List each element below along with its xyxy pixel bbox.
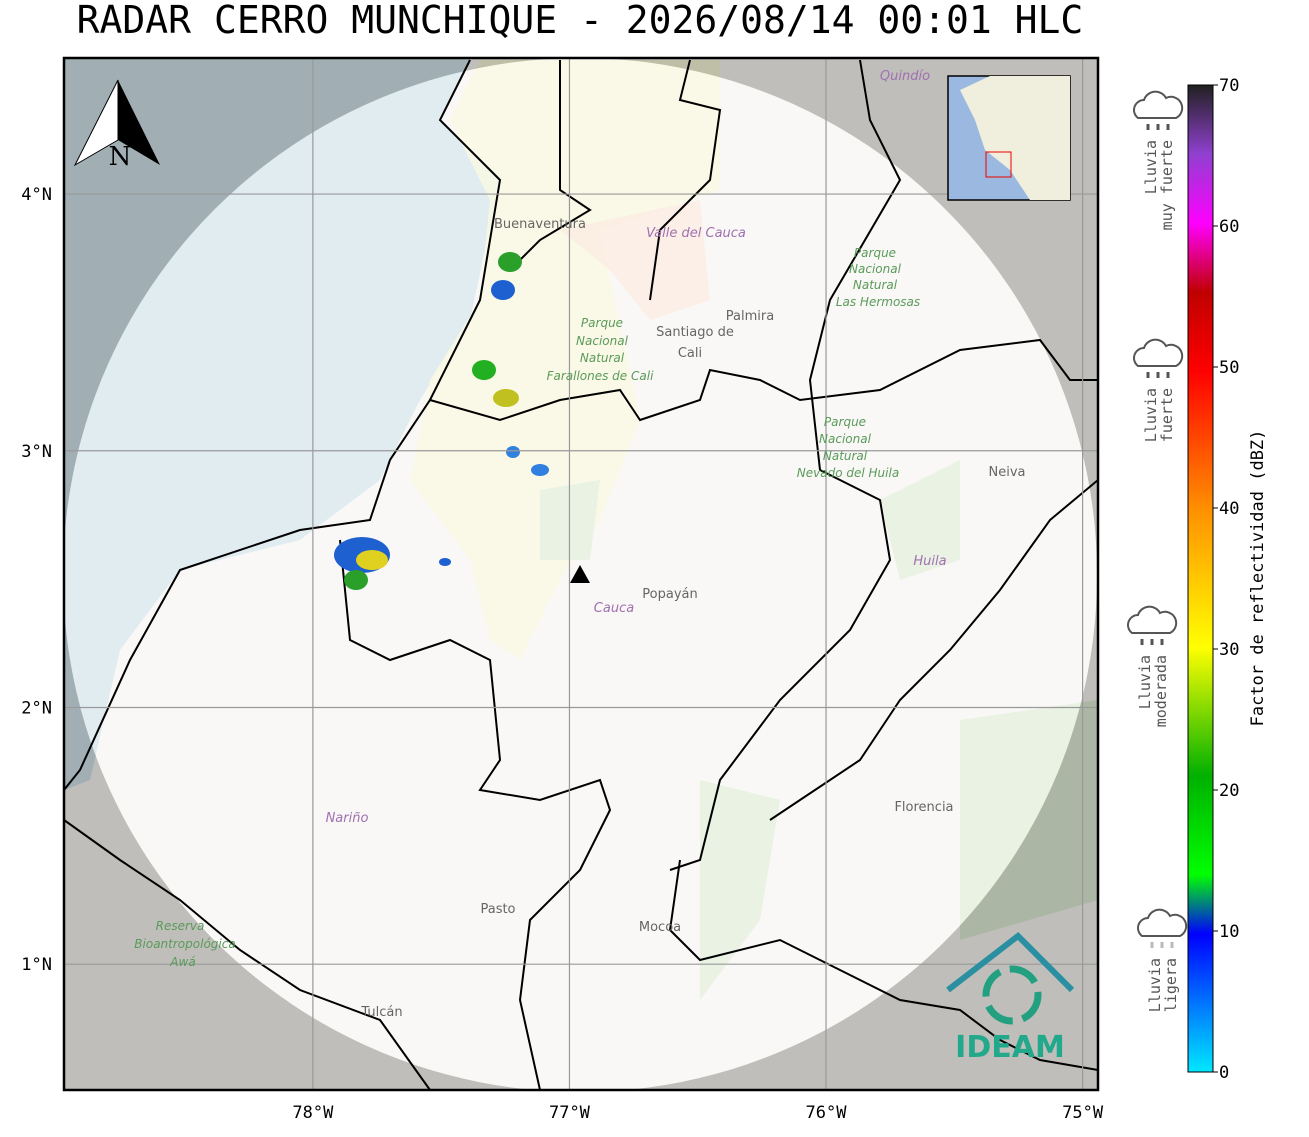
place-label: Santiago de [656,325,734,340]
y-tick-label: 3°N [21,442,52,462]
colorbar-tick-label: 20 [1219,781,1239,801]
place-label: Nacional [849,262,902,276]
inset-extent [985,151,1012,178]
place-label: Parque [581,316,623,330]
place-label: Nariño [326,811,369,826]
place-label: Nacional [576,334,629,348]
place-label: Palmira [726,309,774,324]
logo-swirl [982,965,1042,1025]
colorbar-ticks: 0 10 20 30 40 50 60 70 [1213,76,1239,1083]
place-label: Bioantropológica [134,937,235,951]
colorbar-label: Factor de reflectividad (dBZ) [1248,430,1268,727]
place-label: Parque [854,246,896,260]
x-tick-label: 78°W [292,1103,334,1123]
map-frame [62,56,1100,1092]
place-label: Las Hermosas [836,295,920,309]
colorbar [1187,84,1214,1073]
place-label: Quindío [880,69,930,84]
place-label: Awá [169,955,195,969]
legend-label: Lluvia [1142,388,1160,442]
place-label: Natural [580,351,625,365]
place-label: Huila [913,554,946,569]
y-tick-label: 4°N [21,185,52,205]
legend-label: Lluvia [1136,655,1154,709]
north-arrow [118,80,160,165]
place-label: Reserva [156,919,205,933]
place-label: Parque [824,415,866,429]
place-label: Popayán [642,587,697,602]
legend-icon [1133,90,1184,119]
place-label: Tulcán [360,1005,402,1020]
colorbar-tick-label: 50 [1219,358,1239,378]
place-label: Valle del Cauca [646,226,746,241]
x-tick-label: 76°W [806,1103,848,1123]
map: Santiago de Cali Palmira Popayán Cauca Neiva H… [64,58,1098,1090]
legend-icon [1137,908,1188,937]
legend-icon [1127,605,1178,634]
echoes [334,252,549,590]
x-tick-label: 75°W [1062,1103,1104,1123]
legend-drops [1140,639,1164,645]
colorbar-tick-label: 60 [1219,217,1239,237]
colorbar-tick-label: 10 [1219,922,1239,942]
place-label: Natural [853,278,898,292]
legend-label: Lluvia [1142,140,1160,194]
axes: 78°W 77°W 76°W 75°W 1°N 2°N 3°N 4°N [21,185,1104,1123]
legend-drops [1146,372,1170,378]
place-label: Mocoa [639,920,681,935]
colorbar-tick-label: 70 [1219,76,1239,96]
place-label: Florencia [894,800,953,815]
radar-site [570,565,590,583]
x-tick-label: 77°W [549,1103,591,1123]
place-label: Farallones de Cali [547,369,654,383]
place-label: Nevado del Huila [797,466,899,480]
place-label: Nacional [819,432,872,446]
place-label: Cauca [594,601,634,616]
legend-label: Lluvia [1146,958,1164,1012]
places: Santiago de Cali Palmira Popayán Cauca Neiva H… [134,69,1025,1020]
logo-roof [946,932,1075,993]
colorbar-tick-label: 30 [1219,640,1239,660]
legend-drops [1150,942,1174,948]
y-tick-label: 1°N [21,955,52,975]
place-label: Neiva [989,465,1026,480]
y-tick-label: 2°N [21,698,52,718]
legend-label: ligera [1162,958,1180,1012]
legend-label: fuerte [1158,388,1176,442]
graticule [64,58,1098,1090]
place-label: Buenaventura [494,217,586,232]
colorbar-tick-label: 40 [1219,499,1239,519]
colorbar-tick-label: 0 [1219,1063,1229,1083]
legend-label: moderada [1152,655,1170,727]
place-label: Pasto [480,902,515,917]
place-label: Natural [823,449,868,463]
legend-icon [1133,338,1184,367]
inset-land [960,76,1070,200]
north-label: N [109,142,132,172]
place-label: Cali [678,346,702,361]
legend-label: muy fuerte [1158,140,1176,230]
logo: IDEAM [955,1030,1065,1065]
title: RADAR CERRO MUNCHIQUE - 2026/08/14 00:01… [77,0,1084,42]
legend-drops [1146,124,1170,130]
